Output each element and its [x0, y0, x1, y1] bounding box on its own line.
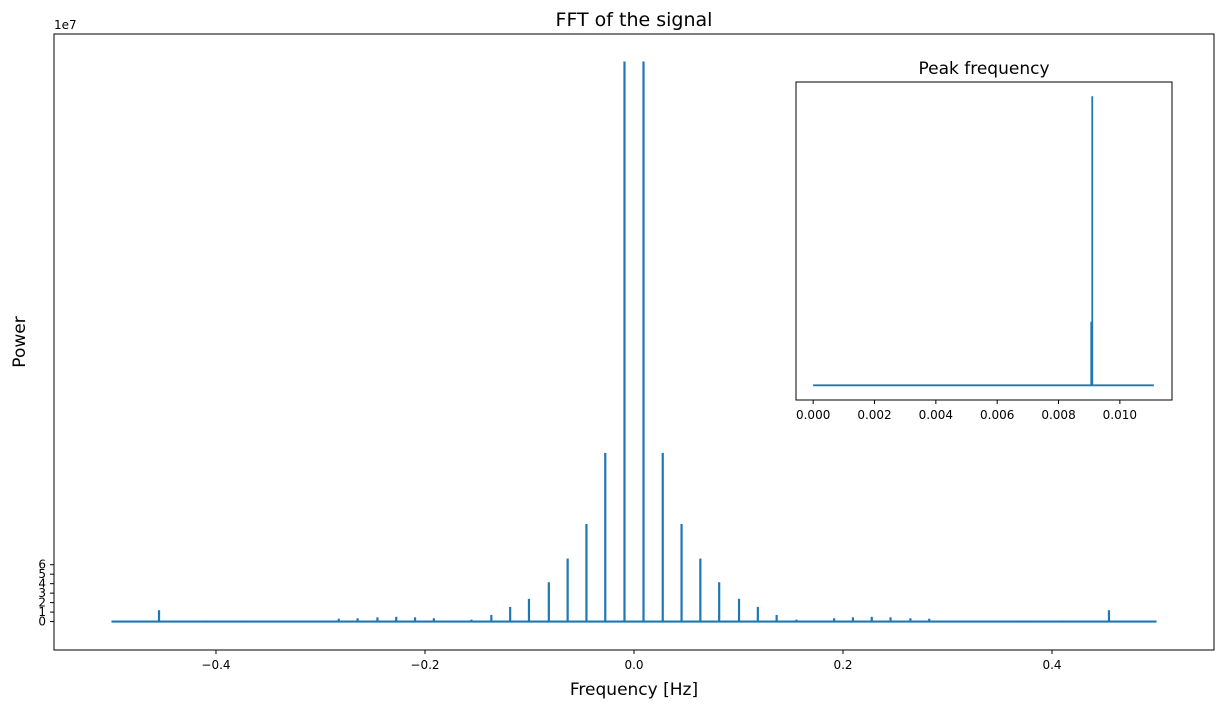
- inset-x-tick-label: 0.004: [919, 408, 953, 422]
- inset-chart-title: Peak frequency: [918, 59, 1049, 79]
- x-tick-label: −0.2: [410, 658, 439, 672]
- main-chart-title: FFT of the signal: [556, 9, 713, 31]
- main-plot-marks: [111, 61, 1157, 623]
- inset-plot-marks: [813, 96, 1154, 387]
- inset-x-tick-label: 0.010: [1103, 408, 1137, 422]
- inset-plot-area: [795, 81, 1173, 401]
- main-y-offset-text: 1e7: [54, 18, 77, 32]
- main-y-axis-label: Power: [10, 316, 30, 367]
- y-tick-label: 0: [38, 615, 46, 629]
- y-tick-label: 5: [38, 567, 46, 581]
- main-x-axis-label: Frequency [Hz]: [570, 680, 698, 700]
- x-tick-label: −0.4: [201, 658, 230, 672]
- x-tick-label: 0.4: [1042, 658, 1061, 672]
- y-tick-label: 4: [38, 577, 46, 591]
- y-tick-label: 3: [38, 586, 46, 600]
- y-tick-label: 6: [38, 558, 46, 572]
- main-x-axis-ticks: −0.4 −0.2 0.0 0.2 0.4: [201, 650, 1062, 672]
- x-tick-label: 0.0: [624, 658, 643, 672]
- inset-x-tick-label: 0.006: [980, 408, 1014, 422]
- inset-x-axis-ticks: 0.000 0.002 0.004 0.006 0.008 0.010: [796, 400, 1137, 422]
- inset-x-tick-label: 0.002: [857, 408, 891, 422]
- x-tick-label: 0.2: [833, 658, 852, 672]
- y-tick-label: 2: [38, 596, 46, 610]
- inset-x-tick-label: 0.008: [1041, 408, 1075, 422]
- y-tick-label: 1: [38, 605, 46, 619]
- inset-x-tick-label: 0.000: [796, 408, 830, 422]
